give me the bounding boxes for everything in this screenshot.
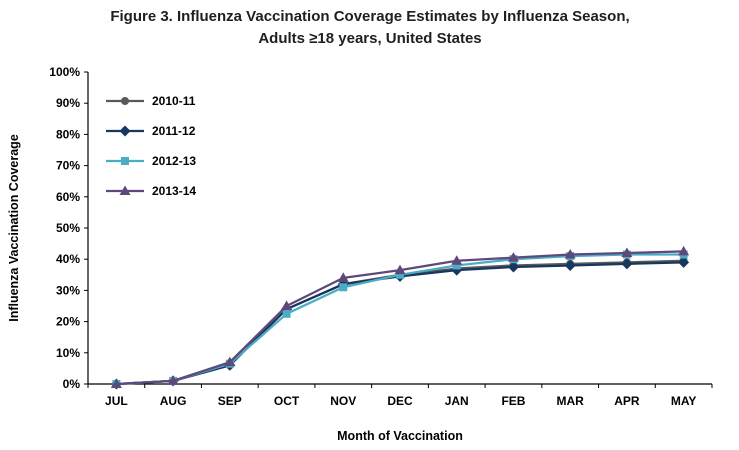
data-point-marker-2011-12: [621, 258, 633, 270]
y-tick-label: 0%: [63, 377, 81, 391]
y-tick-label: 70%: [56, 159, 80, 173]
data-point-marker-2013-14: [394, 264, 406, 275]
legend-swatch-marker-2013-14: [119, 185, 131, 195]
legend-swatch-marker-2012-13: [121, 157, 129, 165]
data-point-marker-2013-14: [110, 378, 122, 388]
chart-title-line1: Figure 3. Influenza Vaccination Coverage…: [110, 8, 629, 25]
data-point-marker-2011-12: [507, 261, 519, 273]
x-tick-label: MAY: [671, 394, 697, 408]
y-axis-title: Influenza Vaccination Coverage: [7, 134, 21, 322]
x-axis-title: Month of Vaccination: [337, 429, 463, 443]
y-tick-label: 60%: [56, 190, 80, 204]
data-point-marker-2012-13: [339, 283, 348, 292]
x-tick-label: NOV: [330, 394, 356, 408]
data-point-marker-2013-14: [224, 356, 236, 367]
x-tick-label: JAN: [445, 394, 469, 408]
data-point-marker-2011-12: [678, 256, 690, 268]
data-point-marker-2013-14: [167, 375, 179, 385]
legend-label-2010-11: 2010-11: [152, 94, 196, 108]
x-tick-label: SEP: [218, 394, 242, 408]
legend-label-2013-14: 2013-14: [152, 184, 196, 198]
y-tick-label: 100%: [49, 65, 80, 79]
chart-title-line2: Adults ≥18 years, United States: [258, 30, 481, 47]
data-point-marker-2011-12: [564, 259, 576, 271]
data-point-marker-2013-14: [507, 252, 519, 262]
data-point-marker-2012-13: [282, 309, 291, 318]
x-tick-label: MAR: [557, 394, 585, 408]
x-tick-label: JUL: [105, 394, 128, 408]
y-tick-label: 90%: [56, 96, 80, 110]
data-point-marker-2013-14: [621, 247, 633, 257]
y-tick-label: 20%: [56, 315, 80, 329]
y-tick-label: 40%: [56, 252, 80, 266]
x-tick-label: AUG: [160, 394, 187, 408]
legend-swatch-marker-2010-11: [121, 97, 129, 105]
x-tick-label: FEB: [501, 394, 525, 408]
data-point-marker-2013-14: [564, 249, 576, 259]
x-tick-label: DEC: [387, 394, 413, 408]
x-tick-label: OCT: [274, 394, 300, 408]
legend-label-2012-13: 2012-13: [152, 154, 196, 168]
y-tick-label: 30%: [56, 283, 80, 297]
y-tick-label: 10%: [56, 346, 80, 360]
x-tick-label: APR: [614, 394, 640, 408]
plot-area: 0% 10% 20% 30% 40% 50% 60% 70% 80% 90% 100% JUL AUG S…: [49, 65, 713, 408]
y-tick-label: 50%: [56, 221, 80, 235]
data-point-marker-2013-14: [281, 300, 293, 310]
legend-label-2011-12: 2011-12: [152, 124, 196, 138]
data-point-marker-2013-14: [451, 255, 463, 265]
legend-swatch-marker-2011-12: [119, 125, 131, 137]
y-tick-label: 80%: [56, 127, 80, 141]
data-point-marker-2013-14: [337, 272, 349, 282]
data-point-marker-2013-14: [678, 245, 690, 256]
